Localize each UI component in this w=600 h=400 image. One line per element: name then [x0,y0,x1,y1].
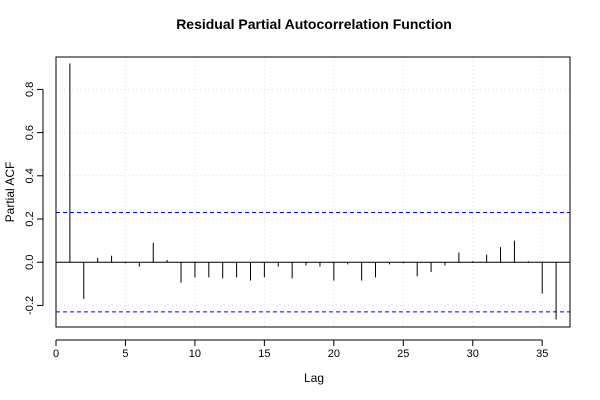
chart-title: Residual Partial Autocorrelation Functio… [176,16,452,32]
y-tick-label: 0.2 [24,211,36,226]
x-tick-label: 5 [122,348,128,360]
x-axis: 0 5 10 15 20 25 30 35 [53,339,548,360]
confidence-bounds [56,212,570,313]
y-tick-label: -0.2 [24,296,36,315]
x-tick-label: 0 [53,348,59,360]
pacf-bars [69,63,557,320]
y-tick-label: 0.8 [24,82,36,97]
grid [55,57,570,327]
x-tick-label: 15 [258,348,270,360]
y-tick-label: 0.4 [24,168,36,183]
x-tick-label: 10 [189,348,201,360]
x-axis-label: Lag [304,371,324,385]
y-tick-label: 0.6 [24,125,36,140]
x-tick-label: 30 [467,348,479,360]
x-tick-label: 35 [536,348,548,360]
y-axis: -0.2 0.0 0.2 0.4 0.6 0.8 [24,82,44,315]
y-axis-label: Partial ACF [3,162,17,223]
x-tick-label: 25 [397,348,409,360]
plot-frame [55,56,571,328]
x-tick-label: 20 [328,348,340,360]
y-tick-label: 0.0 [24,255,36,270]
